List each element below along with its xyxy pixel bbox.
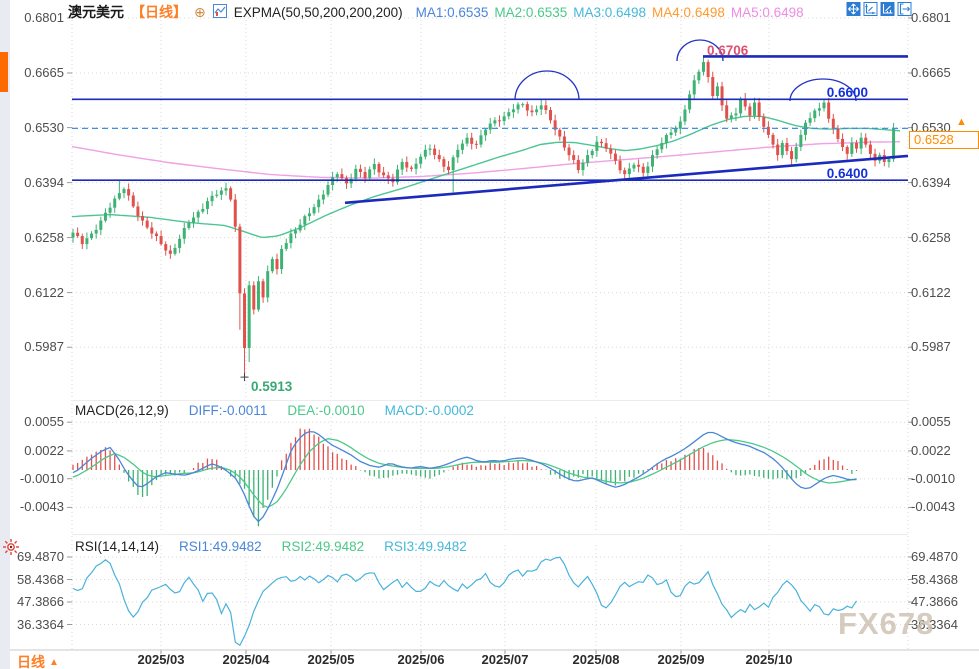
high-price-label: 0.6706 [707,43,749,58]
price-axis-label: 0.6801 [911,10,951,25]
price-axis-label: -0.0043 [911,499,956,515]
price-axis-label: 0.6258 [911,229,951,245]
x-axis-label: 2025/04 [222,652,270,667]
price-axis-label: -0.0010 [19,470,64,486]
price-axis-label: 0.6665 [24,65,64,80]
scroll-indicator[interactable] [0,52,8,92]
indicator-value: RSI1:49.9482 [179,539,262,554]
indicator-value: RSI3:49.9482 [384,539,467,554]
price-axis-label: 58.4368 [17,571,64,587]
price-axis-label: 36.3364 [911,616,958,632]
period-button[interactable]: 日线 ▲ [17,652,59,669]
rsi-title: RSI(14,14,14) [75,539,160,554]
indicator-value: MA3:0.6498 [573,4,647,20]
price-axis-label: 0.6530 [24,119,64,135]
indicator-value: MA1:0.6535 [415,4,489,20]
price-axis-label: 0.5987 [911,339,951,355]
resistance-price-label: 0.6600 [826,85,868,100]
macd-header: MACD(26,12,9) DIFF:-0.0011 DEA:-0.0010 MAC… [75,403,474,418]
indicator-value: MACD:-0.0002 [384,403,474,418]
x-axis-label: 2025/05 [307,652,355,667]
watermark: FX678 [838,606,935,641]
x-axis-label: 2025/06 [397,652,445,667]
indicator-label: EXPMA(50,50,200,200,200) [233,4,403,20]
chart-toolbar [846,2,912,16]
price-axis-label: 47.3866 [17,594,64,609]
chevron-up-icon: ▲ [49,656,59,668]
ma-values: MA1:0.6535 MA2:0.6535 MA3:0.6498 MA4:0.6498… [410,5,804,20]
chart-header: 澳元美元 【日线】 ⊕ EXPMA(50,50,200,200,200) MA1… [68,2,804,22]
price-axis-label: 69.4870 [17,549,64,564]
price-axis-label: 0.6394 [24,174,64,190]
move-icon[interactable] [846,2,861,16]
price-axis-label: 0.5987 [24,339,64,355]
indicator-value: MA5:0.6498 [730,4,804,20]
sidebar-strip [0,0,10,669]
price-axis-label: -0.0010 [911,470,956,486]
price-axis-label: 0.6122 [911,284,951,300]
x-axis-label: 2025/07 [481,652,529,667]
macd-title: MACD(26,12,9) [75,403,169,418]
low-price-label: 0.5913 [251,379,293,394]
price-axis-label: 0.6801 [24,10,64,25]
x-axis-label: 2025/10 [745,652,793,667]
settings-sun-icon[interactable] [2,538,20,556]
indicator-value: DIFF:-0.0011 [188,403,268,418]
price-axis-label: 0.6394 [911,174,951,190]
add-indicator-icon[interactable]: ⊕ [194,4,206,20]
exit-fullscreen-icon[interactable] [897,2,912,16]
period-label: 【日线】 [131,4,187,20]
indicator-value: MA2:0.6535 [494,4,568,20]
price-axis-label: 58.4368 [911,571,958,587]
x-axis-label: 2025/09 [657,652,705,667]
price-axis-label: 0.6665 [911,65,951,80]
current-price-tag: 0.6528 [909,131,979,149]
indicator-value: DEA:-0.0010 [287,403,365,418]
pair-title: 澳元美元 [68,4,124,20]
price-up-arrow-icon: ▲ [956,116,967,128]
period-button-label: 日线 [17,654,45,669]
rsi-header: RSI(14,14,14) RSI1:49.9482 RSI2:49.9482 RS… [75,539,467,554]
indicator-value: MA4:0.6498 [652,4,725,20]
price-axis-label: -0.0043 [19,499,64,515]
chart-type-icon[interactable] [212,3,227,21]
axis-lock-icon[interactable] [880,2,895,16]
axis-scale-icon[interactable] [863,2,878,16]
price-axis-label: 36.3364 [17,616,64,632]
support-price-label: 0.6400 [826,166,868,181]
x-axis-label: 2025/03 [137,652,185,667]
price-axis-label: 0.6258 [24,229,64,245]
x-axis-label: 2025/08 [572,652,620,667]
current-price-value: 0.6528 [914,132,954,147]
price-axis-label: 69.4870 [911,549,958,564]
price-axis-label: 0.6122 [24,284,64,300]
price-axis-label: 47.3866 [911,594,958,609]
price-axis-label: 0.0022 [24,442,64,458]
price-axis-label: 0.0022 [911,442,951,458]
price-axis-label: 0.0055 [24,414,64,430]
price-axis-label: 0.6530 [911,119,951,135]
price-axis-label: 0.0055 [911,414,951,430]
indicator-value: RSI2:49.9482 [281,539,365,554]
